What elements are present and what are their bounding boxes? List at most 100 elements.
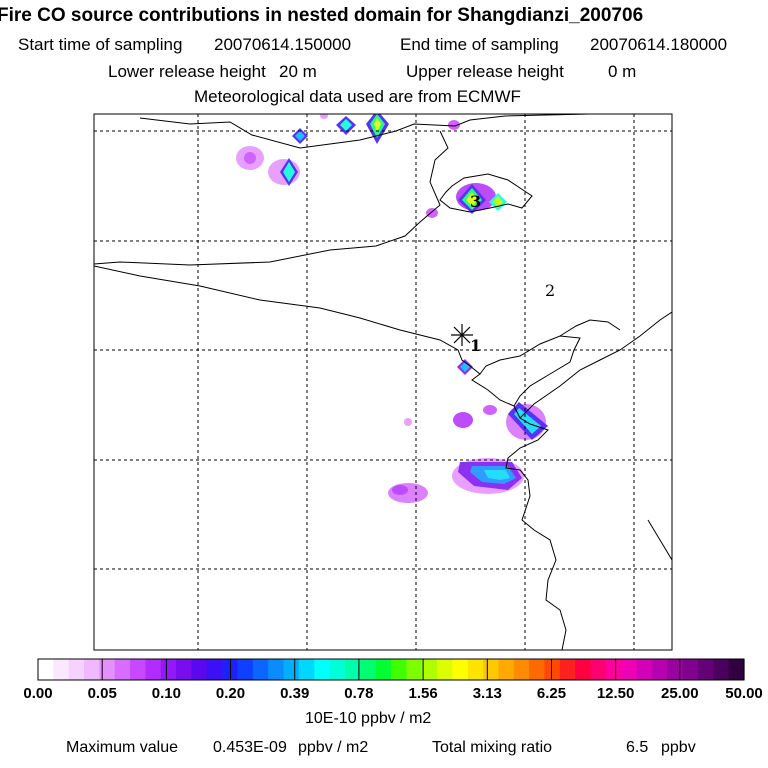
northern-coast — [94, 130, 449, 266]
max-value-label: Maximum value — [66, 739, 179, 756]
color-bar-cell — [391, 659, 407, 680]
color-bar-cell — [498, 659, 515, 680]
color-bar-cell — [728, 659, 745, 680]
bay-coast — [94, 265, 515, 407]
map-label-1: 1 — [470, 336, 481, 355]
color-bar-cell — [590, 659, 607, 680]
color-bar-cell — [191, 659, 208, 680]
color-bar-cell — [682, 659, 699, 680]
max-value: 0.453E-09 — [213, 739, 287, 756]
color-bar-cell — [651, 659, 668, 680]
receptor-marker — [451, 324, 473, 346]
color-bar-cell — [298, 659, 315, 680]
color-bar-tick-label: 0.78 — [344, 685, 374, 702]
color-bar-cell — [713, 659, 730, 680]
plume-blob — [426, 208, 438, 218]
color-bar-cell — [667, 659, 684, 680]
plume-blob — [483, 405, 497, 415]
plume-blob — [484, 470, 510, 480]
color-bar-cell — [452, 659, 469, 680]
plume-blob — [493, 196, 503, 208]
color-bar-cell — [544, 659, 561, 680]
start-time-label: Start time of sampling — [18, 35, 183, 54]
plume-blob — [244, 152, 256, 164]
color-bar-cell — [68, 659, 85, 680]
color-bar-cell — [53, 659, 70, 680]
met-data-line: Meteorological data used are from ECMWF — [194, 87, 521, 106]
color-bar-cell — [176, 659, 193, 680]
color-bar-cell — [437, 659, 453, 680]
color-bar-cell — [99, 659, 116, 680]
color-bar-cell — [513, 659, 530, 680]
color-bar-cell — [605, 659, 622, 680]
color-bar-tick-label: 50.00 — [725, 685, 763, 702]
color-bar-cell — [406, 659, 423, 680]
color-bar-cell — [375, 659, 392, 680]
eastern-border — [519, 311, 672, 419]
plume-blob — [466, 192, 478, 206]
grid-lines — [94, 114, 672, 650]
color-bar-cell — [314, 659, 331, 680]
color-bar-tick-label: 0.20 — [215, 685, 246, 702]
coastline — [94, 114, 672, 650]
color-bar-tick-label: 12.50 — [596, 685, 635, 702]
east-coast — [505, 405, 567, 650]
plume-blob — [404, 418, 412, 426]
color-bar-cell — [329, 659, 346, 680]
color-bar-cell — [421, 659, 438, 680]
inlet-outline — [439, 173, 533, 213]
upper-release-label: Upper release height — [406, 62, 564, 81]
color-bar-cell — [344, 659, 361, 680]
map-label-2: 2 — [545, 281, 555, 300]
color-bar-cell — [483, 659, 500, 680]
total-mixing-value: 6.5 — [626, 739, 649, 756]
northern-border — [139, 114, 591, 149]
plume-blob — [453, 412, 473, 428]
color-bar-frame — [37, 658, 745, 681]
color-bar-cell — [130, 659, 147, 680]
color-bar-cell — [114, 659, 131, 680]
color-bar-tick-label: 6.25 — [536, 685, 567, 702]
color-bar-cell — [252, 659, 269, 680]
color-bar-tick-label: 0.39 — [280, 685, 310, 702]
color-bar-cell — [697, 659, 714, 680]
plume-blob — [448, 120, 460, 130]
color-bar-tick-label: 0.05 — [87, 685, 117, 702]
end-time-value: 20070614.180000 — [590, 35, 728, 54]
color-bar-cell — [268, 659, 285, 680]
max-value-unit: ppbv / m2 — [298, 739, 369, 756]
lower-release-value: 20 m — [279, 62, 317, 81]
color-bar-tick-label: 25.00 — [661, 685, 699, 702]
color-bar-unit: 10E-10 ppbv / m2 — [305, 710, 432, 727]
color-bar-cell — [160, 659, 177, 680]
plume-blob — [392, 485, 408, 495]
color-bar-tick-label: 3.13 — [472, 685, 502, 702]
color-bar-cell — [529, 659, 546, 680]
color-bar-cell — [559, 659, 576, 680]
peninsula-coast — [479, 335, 581, 407]
total-mixing-unit: ppbv — [661, 739, 696, 756]
color-bar-cell — [575, 659, 592, 680]
plume-blob — [320, 114, 328, 119]
plume-blob — [374, 118, 381, 132]
color-bar-cell — [237, 659, 254, 680]
map-frame — [93, 113, 673, 651]
upper-release-value: 0 m — [608, 62, 637, 81]
color-bar-cell — [636, 659, 653, 680]
east-island — [647, 519, 672, 561]
color-bar-cell — [360, 659, 377, 680]
plume-blob — [283, 162, 295, 182]
end-time-label: End time of sampling — [400, 35, 559, 54]
plume-blob — [514, 408, 541, 434]
color-bar-cell — [206, 659, 223, 680]
color-bar-cell — [145, 659, 162, 680]
plume-blob — [340, 119, 352, 131]
color-bar-tick-label: 1.56 — [408, 685, 438, 702]
map-label-3: 3 — [470, 192, 481, 211]
color-bar-cell — [621, 659, 638, 680]
color-bar-tick-label: 0.00 — [23, 685, 53, 702]
chart-title: Fire CO source contributions in nested d… — [0, 5, 644, 26]
plume-blob — [295, 131, 305, 141]
